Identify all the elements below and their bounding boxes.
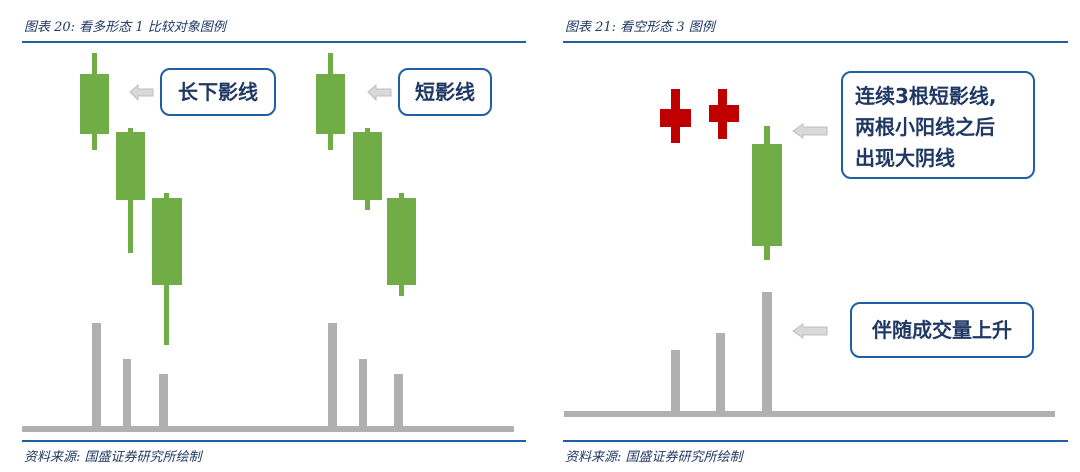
figure-20-bottom-rule: [22, 440, 526, 442]
candle-6-body: [387, 198, 416, 285]
figure-20-top-rule: [22, 41, 526, 43]
figure-20-diagram: [22, 53, 514, 432]
volume-bar: [762, 292, 772, 412]
callout-pattern-line: 连续3根短影线,: [855, 84, 997, 108]
large-bearish-candle: [752, 126, 782, 260]
figure-20-source: 资料来源: 国盛证券研究所绘制: [24, 450, 202, 465]
candle-3-body: [152, 198, 182, 285]
small-bullish-candle: [660, 89, 691, 143]
volume-bar: [359, 359, 367, 427]
volume-bar: [159, 374, 168, 427]
volume-bar: [328, 323, 337, 427]
volume-bar: [394, 374, 403, 427]
candle-group-short-shadow: [316, 53, 416, 296]
candle-2-body: [116, 132, 145, 200]
callout-pattern: 连续3根短影线, 两根小阳线之后 出现大阴线: [841, 71, 1035, 179]
candle-4-body: [316, 74, 345, 134]
callout-pattern-line: 两根小阳线之后: [855, 115, 995, 139]
left-arrow-icon: [129, 83, 154, 102]
figure-20-title: 图表 20: 看多形态 1 比较对象图例: [24, 20, 226, 35]
figure-21-top-rule: [563, 41, 1068, 43]
volume-bar: [123, 359, 131, 427]
left-arrow-icon: [367, 83, 392, 102]
callout-volume-rise: 伴随成交量上升: [850, 302, 1034, 358]
candle-group-long-shadow: [80, 53, 182, 345]
figure-21-title: 图表 21: 看空形态 3 图例: [565, 20, 715, 35]
figure-20-panel: 图表 20: 看多形态 1 比较对象图例: [22, 0, 526, 472]
candle-body: [752, 144, 782, 246]
left-arrow-icon: [792, 123, 828, 139]
callout-long-lower-shadow: 长下影线: [160, 68, 276, 116]
volume-bar: [92, 323, 101, 427]
left-arrow-icon: [792, 323, 828, 339]
figure-21-diagram: [564, 89, 1055, 417]
figure-21-source: 资料来源: 国盛证券研究所绘制: [565, 450, 743, 465]
cross-1-horizontal: [660, 109, 691, 127]
cross-2-horizontal: [709, 105, 739, 122]
figure-21-bottom-rule: [563, 440, 1068, 442]
figure-21-panel: 图表 21: 看空形态 3 图例 连续3根短影线, 两根小阳线之后 出现大阴线: [563, 0, 1068, 472]
candle-1-body: [80, 74, 109, 134]
volume-bar: [671, 350, 680, 412]
volume-baseline: [564, 411, 1055, 417]
volume-baseline: [22, 426, 514, 432]
volume-bar: [716, 333, 725, 412]
small-bullish-candle: [709, 89, 739, 139]
callout-short-shadow: 短影线: [398, 68, 492, 116]
callout-pattern-line: 出现大阴线: [855, 146, 955, 170]
candle-5-body: [353, 132, 382, 200]
